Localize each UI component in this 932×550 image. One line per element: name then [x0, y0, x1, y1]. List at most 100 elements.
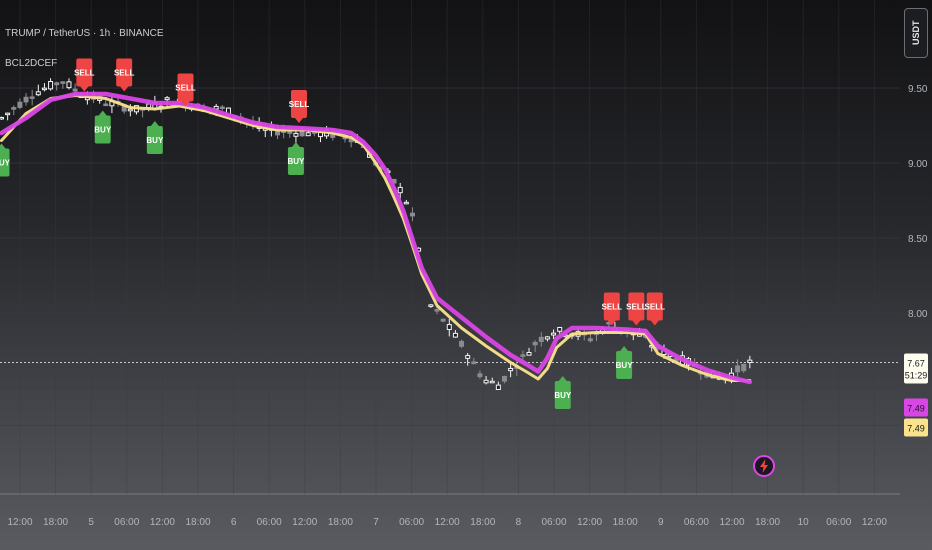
x-tick-label: 18:00 [43, 517, 68, 528]
time-axis[interactable]: 12:00 18:00 5 06:00 12:00 18:00 6 06:00 12:00 18:… [7, 517, 887, 528]
candle-body [551, 332, 557, 336]
price-label-ma-yellow: 7.49 [904, 418, 928, 437]
candle [471, 357, 477, 365]
buy-pointer [150, 121, 159, 126]
sell-box [76, 58, 93, 87]
candle-body [557, 327, 563, 332]
buy-signal[interactable]: BUY [287, 142, 305, 175]
candle [293, 129, 299, 144]
candle-body [538, 336, 544, 342]
buy-signal[interactable]: BUY [0, 143, 11, 177]
sell-signal[interactable]: SELL [602, 292, 623, 326]
price-labels: 7.67 51:29 7.49 7.49 [904, 353, 928, 437]
symbol-title[interactable]: TRUMP / TetherUS · 1h · BINANCE [5, 28, 164, 39]
candle-body [471, 361, 477, 365]
y-tick-label: 8.50 [908, 234, 928, 245]
candle-body [495, 384, 501, 390]
sell-pointer [632, 320, 641, 326]
candle [587, 332, 593, 343]
candle-body [520, 354, 526, 357]
candle [501, 375, 507, 384]
ma-line-yellow [0, 94, 752, 382]
candle-body [428, 304, 434, 307]
candle-body [747, 359, 753, 363]
candle-body [501, 375, 507, 382]
candle [551, 329, 557, 339]
sell-box [177, 73, 194, 102]
sell-box [646, 292, 663, 321]
candle [17, 98, 23, 110]
candle [459, 339, 465, 349]
candle-body [23, 96, 29, 103]
x-tick-label: 18:00 [185, 517, 210, 528]
candle-body [5, 112, 11, 116]
candle-body [41, 87, 47, 91]
price-label-last: 7.67 51:29 [904, 353, 928, 384]
x-tick-label: 18:00 [328, 517, 353, 528]
candle [48, 78, 54, 91]
candle [428, 303, 434, 308]
lightning-icon[interactable] [753, 455, 775, 477]
y-tick-label: 8.00 [908, 309, 928, 320]
price-label-box [904, 418, 928, 437]
buy-pointer [620, 346, 629, 351]
x-tick-label: 12:00 [862, 517, 887, 528]
price-label-box [904, 398, 928, 417]
candle-body [103, 103, 109, 107]
sell-label: SELL [74, 69, 95, 78]
candle-body [287, 131, 293, 134]
sell-signal[interactable]: SELL [645, 292, 666, 326]
sell-signal[interactable]: SELL [114, 58, 135, 92]
indicator-name[interactable]: BCL2DCEF [5, 58, 58, 69]
sell-signal[interactable]: SELL [289, 90, 310, 123]
sell-label: SELL [626, 303, 647, 312]
candle-body [29, 96, 35, 99]
sell-signal[interactable]: SELL [74, 58, 95, 92]
candle [54, 81, 60, 91]
candle-body [0, 116, 4, 120]
candle [735, 359, 741, 377]
price-label-text: 7.49 [907, 404, 925, 414]
price-label-text: 7.67 [907, 359, 925, 369]
candle-body [544, 336, 550, 340]
buy-signal[interactable]: BUY [554, 376, 572, 409]
candle [532, 340, 538, 352]
buy-box [0, 148, 10, 177]
buy-signal[interactable]: BUY [146, 121, 164, 154]
x-tick-label: 7 [373, 517, 379, 528]
candle-body [741, 363, 747, 372]
candle-body [483, 379, 489, 384]
price-axis[interactable]: 9.50 9.00 8.50 8.00 [908, 84, 928, 320]
ma-line-magenta [0, 91, 753, 385]
candle-body [275, 131, 281, 136]
sell-label: SELL [289, 100, 310, 109]
signals: BUYSELLBUYSELLBUYSELLSELLBUYBUYSELLBUYSE… [0, 58, 666, 409]
candle [0, 116, 4, 120]
x-tick-label: 06:00 [114, 517, 139, 528]
candle [741, 363, 747, 374]
candle [66, 78, 72, 90]
candle [397, 182, 403, 200]
currency-button[interactable]: USDT [904, 8, 928, 58]
candle-body [440, 318, 446, 322]
candle [219, 105, 225, 111]
sell-label: SELL [602, 303, 623, 312]
candle [465, 352, 471, 366]
sell-signal[interactable]: SELL [626, 292, 647, 326]
candle-body [72, 88, 78, 92]
sell-box [603, 292, 620, 321]
buy-signal[interactable]: BUY [616, 346, 634, 379]
candle [60, 81, 66, 89]
candle [446, 318, 452, 337]
buy-signal[interactable]: BUY [94, 110, 112, 144]
x-tick-label: 12:00 [719, 517, 744, 528]
candle [440, 318, 446, 323]
x-tick-label: 6 [231, 517, 237, 528]
candle-body [219, 106, 225, 110]
candle-body [127, 108, 133, 112]
price-label-text: 7.49 [907, 424, 925, 434]
candle [544, 335, 550, 342]
candle [477, 370, 483, 379]
sell-signal[interactable]: SELL [175, 73, 196, 107]
